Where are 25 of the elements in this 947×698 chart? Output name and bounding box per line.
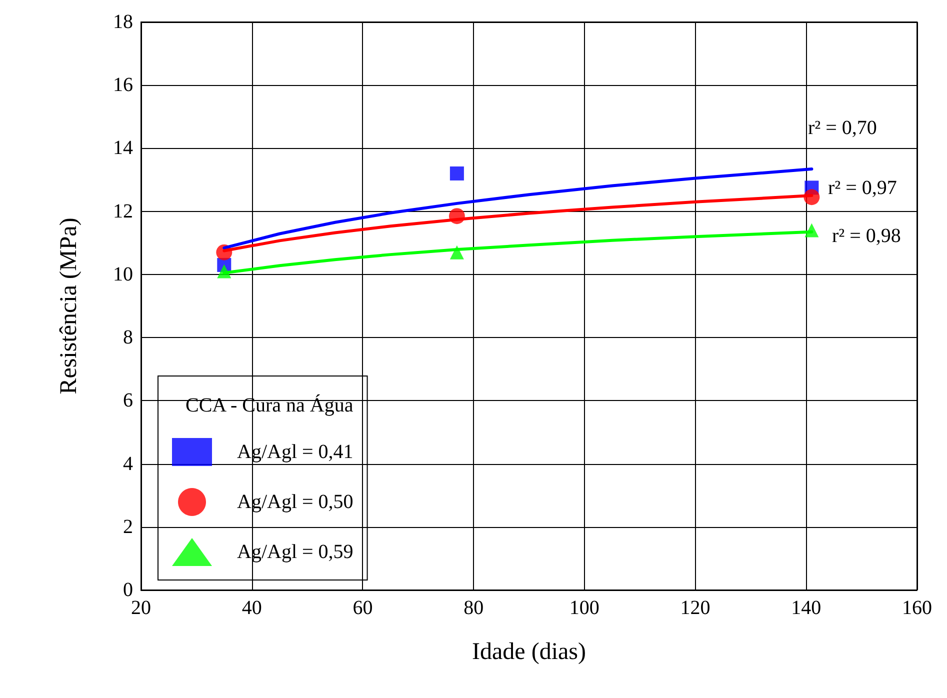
y-tick-label: 6 <box>123 390 133 412</box>
y-tick-label: 2 <box>123 516 133 538</box>
x-tick-label: 60 <box>352 597 373 619</box>
y-tick-label: 4 <box>123 452 133 475</box>
x-tick-label: 120 <box>680 597 710 619</box>
y-tick-label: 18 <box>113 11 133 33</box>
annotation: r² = 0,98 <box>832 225 901 247</box>
y-tick-label: 12 <box>113 200 133 222</box>
y-tick-label: 14 <box>113 137 133 160</box>
annotation: r² = 0,97 <box>828 177 897 199</box>
x-tick-label: 80 <box>464 597 484 619</box>
point <box>450 245 464 260</box>
x-tick-label: 160 <box>902 597 932 619</box>
x-axis-title: Idade (dias) <box>472 639 586 665</box>
annotation: r² = 0,70 <box>808 117 877 139</box>
y-tick-label: 0 <box>123 579 133 601</box>
x-tick-label: 40 <box>242 597 262 619</box>
y-tick-label: 8 <box>123 326 133 349</box>
y-tick-label: 10 <box>113 263 133 286</box>
x-tick-label: 20 <box>131 597 151 619</box>
y-axis-title: Resistência (MPa) <box>56 218 82 394</box>
x-tick-label: 100 <box>569 597 600 619</box>
x-tick-label: 140 <box>791 597 822 619</box>
y-tick-label: 16 <box>113 74 133 96</box>
point <box>450 166 464 180</box>
